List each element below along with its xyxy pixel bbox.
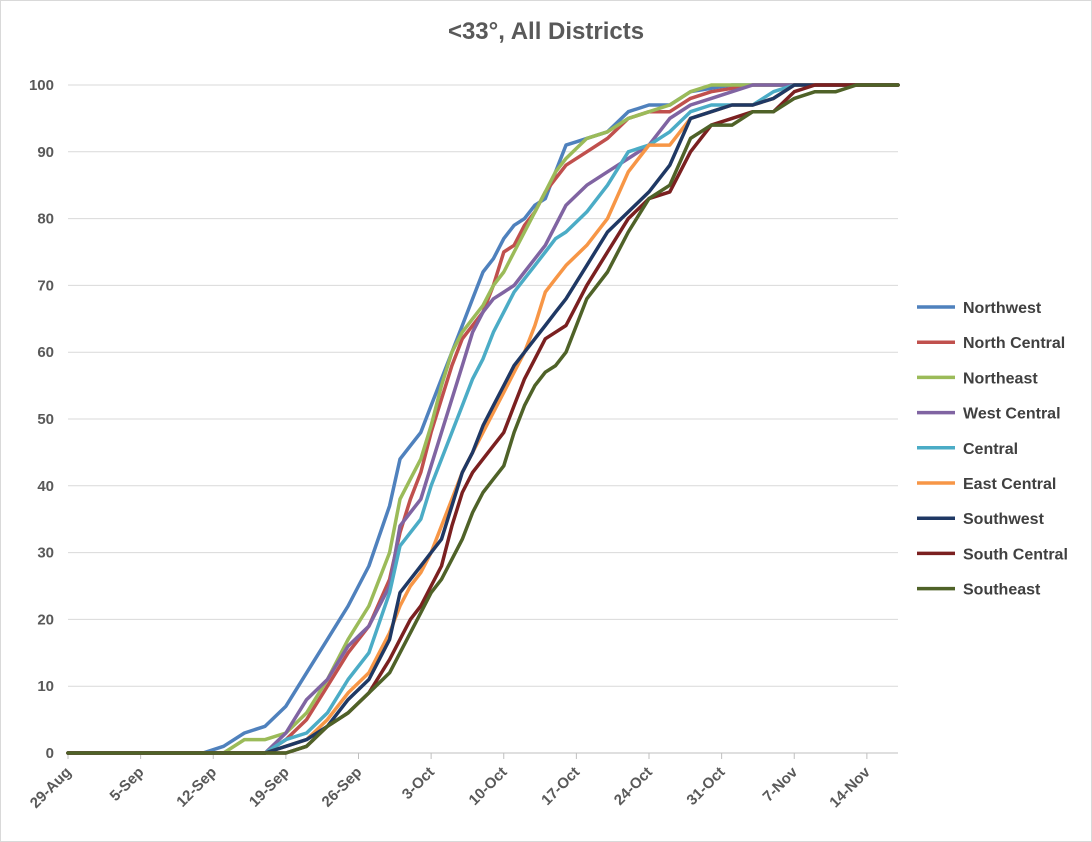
legend-label: Central: [963, 441, 1018, 458]
x-tick-label: 14-Nov: [826, 763, 874, 811]
x-tick-label: 26-Sep: [319, 764, 366, 811]
y-tick-label: 100: [29, 77, 54, 94]
y-tick-label: 0: [46, 745, 54, 762]
y-tick-label: 40: [37, 478, 54, 495]
y-tick-label: 30: [37, 545, 54, 562]
series-line-central: [66, 83, 900, 755]
x-tick-label: 24-Oct: [611, 764, 656, 809]
x-tick-label: 29-Aug: [27, 764, 75, 812]
legend-label: East Central: [963, 476, 1056, 493]
axes: 0 10 20 30 40 50 60 70 80 90 100 29-Aug 5-Sep 12-Sep 1…: [27, 77, 898, 812]
legend-label: Northwest: [963, 300, 1042, 317]
series-line-northwest: [66, 83, 900, 755]
y-tick-label: 60: [37, 344, 54, 361]
series-lines: [66, 83, 900, 755]
legend: Northwest North Central Northeast West Cent…: [917, 300, 1068, 599]
y-tick-label: 10: [37, 678, 54, 695]
x-tick-label: 17-Oct: [538, 764, 583, 809]
legend-label: West Central: [963, 406, 1061, 423]
legend-label: Southeast: [963, 582, 1041, 599]
y-tick-label: 80: [37, 211, 54, 228]
x-tick-label: 10-Oct: [466, 764, 511, 809]
y-tick-label: 90: [37, 144, 54, 161]
series-line-southwest: [66, 83, 900, 755]
y-tick-label: 50: [37, 411, 54, 428]
legend-label: North Central: [963, 335, 1065, 352]
x-tick-label: 5-Sep: [107, 764, 148, 805]
chart-title: <33°, All Districts: [447, 18, 645, 45]
x-tick-label: 3-Oct: [399, 764, 438, 803]
series-line-northeast: [66, 83, 900, 755]
legend-label: South Central: [963, 546, 1068, 563]
y-tick-label: 20: [37, 611, 54, 628]
gridlines: [68, 84, 898, 687]
series-line-southeast: [66, 83, 900, 755]
legend-label: Northeast: [963, 370, 1038, 387]
x-tick-label: 31-Oct: [683, 764, 728, 809]
x-tick-label: 12-Sep: [173, 764, 220, 811]
x-tick-label: 7-Nov: [760, 763, 802, 805]
y-tick-label: 70: [37, 277, 54, 294]
x-tick-label: 19-Sep: [246, 764, 293, 811]
legend-label: Southwest: [963, 511, 1045, 528]
series-line-west-central: [66, 83, 900, 755]
